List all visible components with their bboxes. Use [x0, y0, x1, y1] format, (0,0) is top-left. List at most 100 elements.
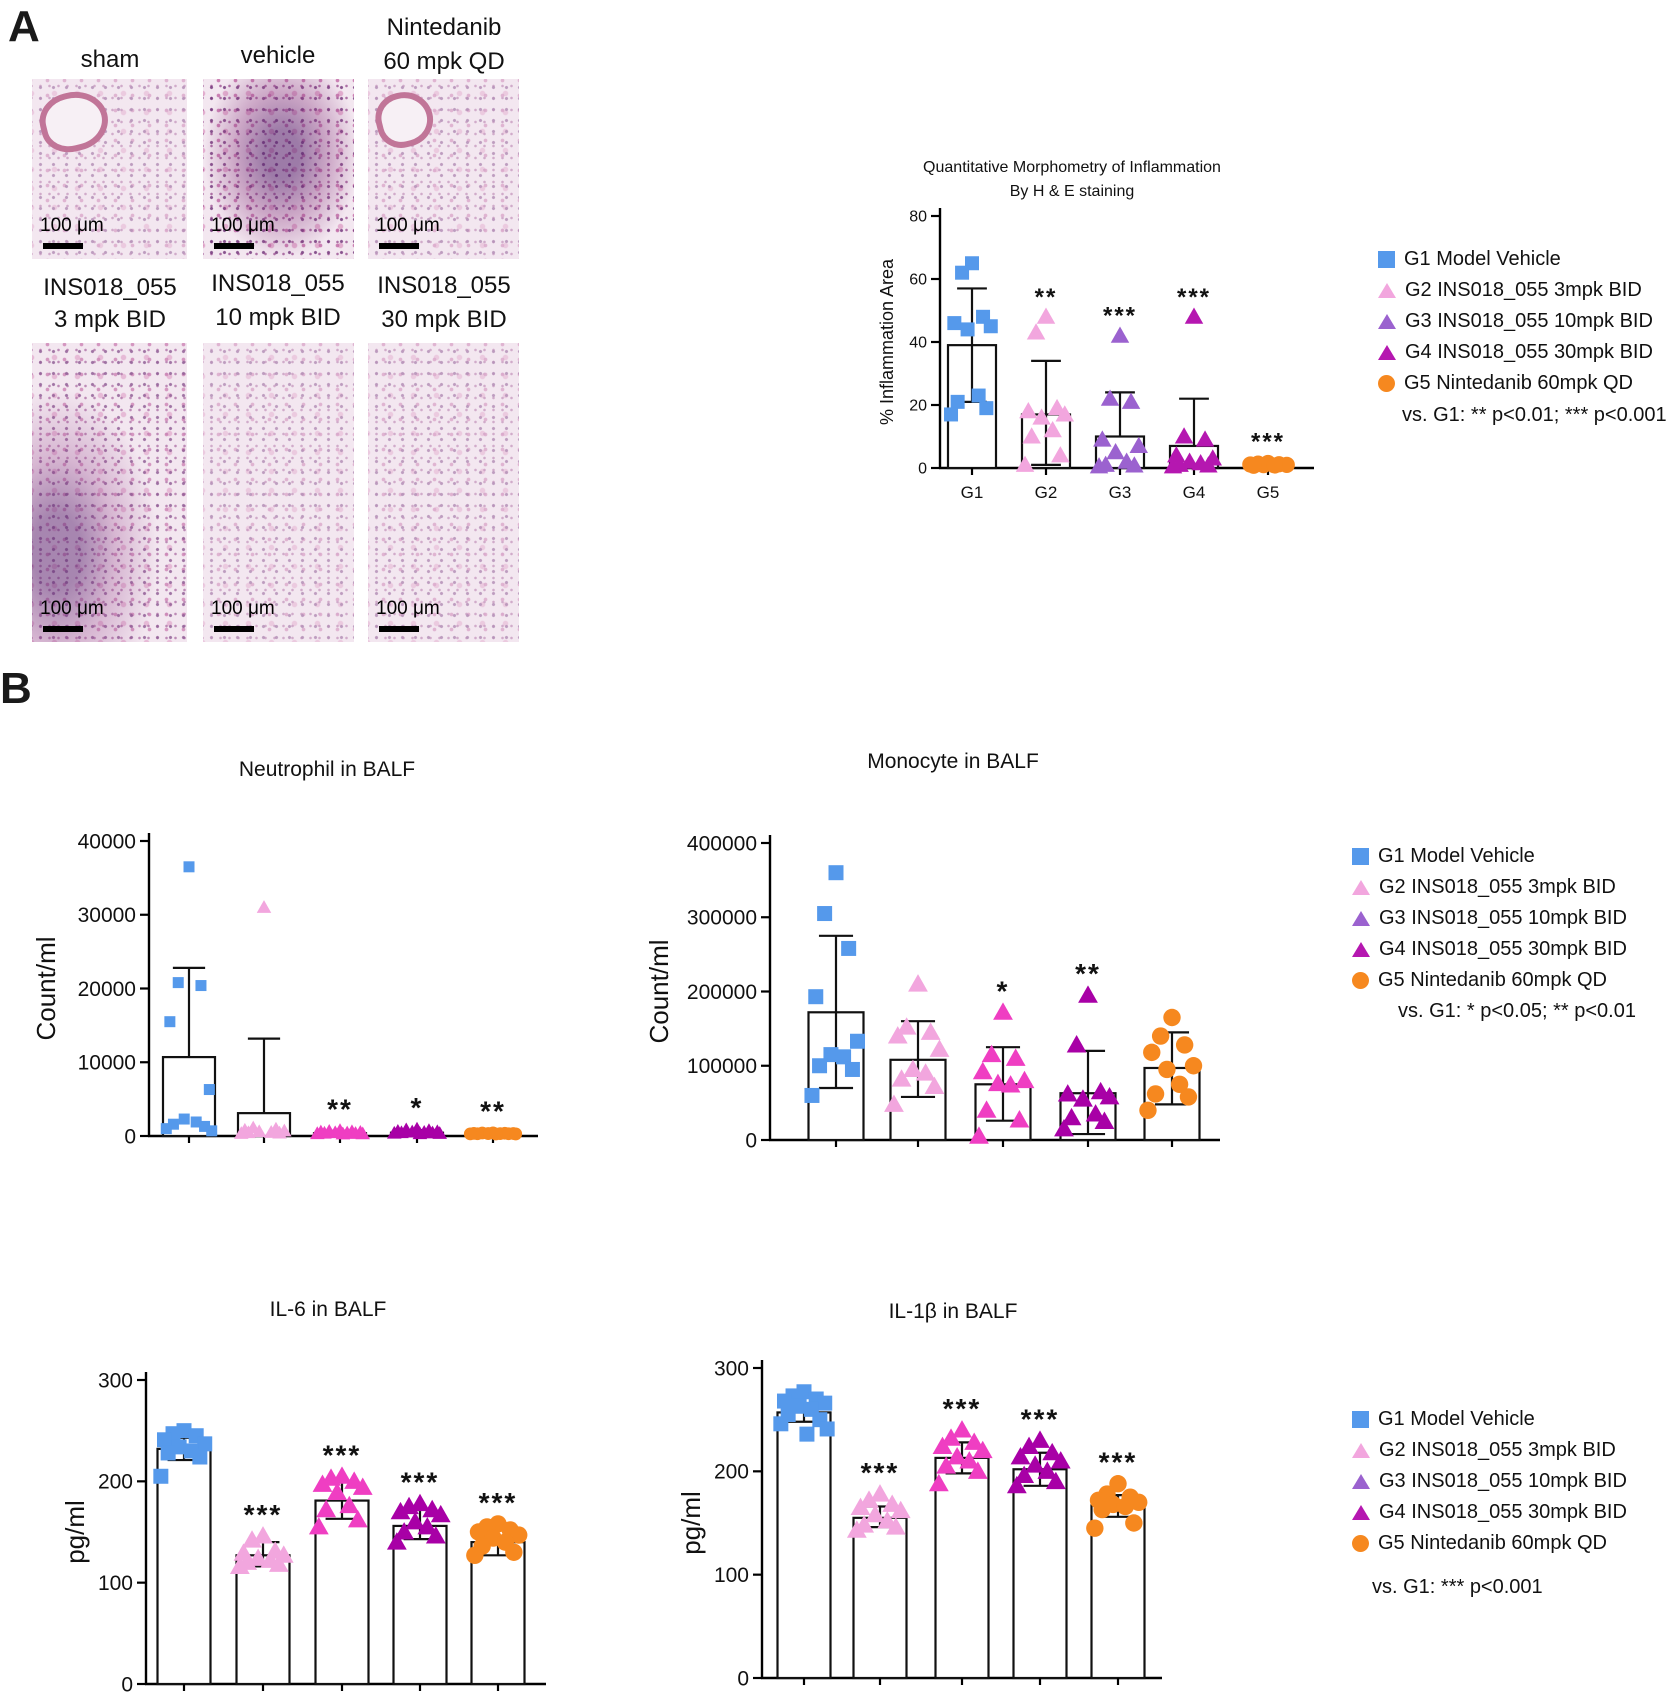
chart-neutrophil: Neutrophil in BALF Count/ml 0 10000 20000 300… — [31, 758, 538, 1148]
data-point — [1051, 446, 1070, 463]
inflammation-infiltrate — [32, 343, 187, 642]
legend-panel-a: G1 Model Vehicle G2 INS018_055 3mpk BID … — [1378, 244, 1653, 399]
data-points-G1 — [160, 861, 218, 1137]
data-point — [1022, 427, 1041, 444]
data-point — [976, 1100, 997, 1118]
data-point — [256, 900, 272, 913]
data-point — [1163, 457, 1183, 474]
data-point — [817, 1395, 833, 1411]
data-point — [316, 1499, 337, 1518]
legend-item-g5: G5 Nintedanib 60mpk QD — [1352, 1528, 1627, 1559]
data-point — [983, 319, 998, 334]
x-tick-label: G2 — [1035, 483, 1058, 502]
significance-stars: * — [411, 1092, 424, 1123]
data-point — [387, 1125, 402, 1139]
data-point — [183, 861, 195, 873]
data-points-G4 — [386, 1493, 451, 1550]
data-point — [969, 1126, 989, 1144]
data-point — [172, 977, 184, 989]
y-tick-label: 0 — [121, 1673, 133, 1696]
data-point — [178, 1113, 190, 1125]
legend-marker-g4 — [1378, 345, 1396, 360]
significance-stars: ** — [327, 1093, 353, 1124]
significance-stars: *** — [861, 1457, 900, 1488]
data-point — [952, 1420, 972, 1438]
legend-marker-g1 — [1352, 1411, 1369, 1428]
data-point — [972, 1440, 993, 1459]
data-point — [1010, 1446, 1031, 1465]
chart-subtitle: By H & E staining — [1010, 183, 1135, 200]
data-point — [1032, 408, 1051, 425]
data-point — [1036, 307, 1056, 324]
data-point — [955, 265, 970, 280]
data-point — [819, 1421, 835, 1437]
histology-image-ins-3mpk: 100 μm — [32, 343, 187, 642]
data-point — [160, 1445, 176, 1461]
data-point — [352, 1477, 373, 1495]
data-point — [253, 1526, 273, 1544]
data-point — [924, 1076, 945, 1095]
data-point — [823, 1047, 839, 1063]
legend-marker-g3 — [1352, 911, 1370, 926]
data-point — [896, 1017, 917, 1035]
data-point — [197, 1436, 213, 1452]
bar-G2 — [235, 1554, 291, 1686]
data-points-G4 — [387, 1121, 447, 1140]
data-points-G1 — [153, 1423, 213, 1484]
y-tick-label: 0 — [918, 461, 927, 478]
legend-marker-g2 — [1352, 880, 1370, 895]
data-point — [1139, 1101, 1157, 1120]
scale-bar — [379, 626, 419, 632]
data-point — [268, 1554, 289, 1572]
data-point — [932, 1436, 953, 1455]
data-point — [1050, 1451, 1071, 1469]
data-point — [248, 1548, 269, 1566]
data-point — [960, 322, 975, 337]
data-point — [887, 1026, 908, 1044]
y-tick-label: 30000 — [78, 904, 136, 927]
legend-item-g4: G4 INS018_055 30mpk BID — [1378, 337, 1653, 368]
data-point — [929, 1039, 950, 1057]
data-points-G2 — [846, 1484, 911, 1538]
y-tick-label: 40 — [909, 335, 927, 352]
data-point — [153, 1468, 169, 1484]
data-point — [1180, 452, 1199, 469]
legend-item-g2: G2 INS018_055 3mpk BID — [1378, 275, 1653, 306]
data-point — [410, 1493, 430, 1512]
data-point — [312, 1474, 333, 1492]
data-point — [430, 1504, 451, 1523]
data-point — [1184, 1057, 1203, 1075]
data-point — [1030, 1430, 1050, 1448]
legend-marker-g2 — [1352, 1443, 1370, 1458]
data-point — [812, 1058, 828, 1074]
data-point — [1245, 457, 1262, 474]
panel-a-label: A — [8, 2, 40, 51]
data-point — [1266, 457, 1283, 474]
data-point — [981, 1044, 1002, 1063]
data-point — [272, 1125, 287, 1139]
data-point — [1015, 455, 1035, 472]
tissue-texture — [368, 343, 519, 642]
significance-stars: *** — [943, 1393, 982, 1424]
data-point — [1054, 1118, 1074, 1137]
data-point — [828, 865, 844, 881]
panel-b-label: B — [0, 664, 32, 713]
legend-marker-g3 — [1378, 314, 1396, 329]
data-point — [1146, 1085, 1165, 1103]
x-tick-label: G3 — [1109, 483, 1132, 502]
data-point — [1125, 456, 1144, 473]
data-point — [1043, 420, 1062, 438]
data-point — [1109, 1475, 1127, 1493]
data-point — [203, 1084, 215, 1096]
data-point — [773, 1416, 789, 1432]
data-point — [870, 1484, 890, 1502]
significance-stars: *** — [479, 1487, 518, 1518]
legend-item-g1: G1 Model Vehicle — [1352, 1404, 1627, 1435]
data-point — [1174, 427, 1194, 444]
data-point — [844, 1061, 860, 1077]
data-points-G5 — [1242, 454, 1295, 474]
data-point — [1278, 456, 1295, 473]
data-point — [234, 1126, 249, 1139]
data-point — [1061, 1107, 1082, 1126]
bar-G4 — [392, 1524, 448, 1686]
